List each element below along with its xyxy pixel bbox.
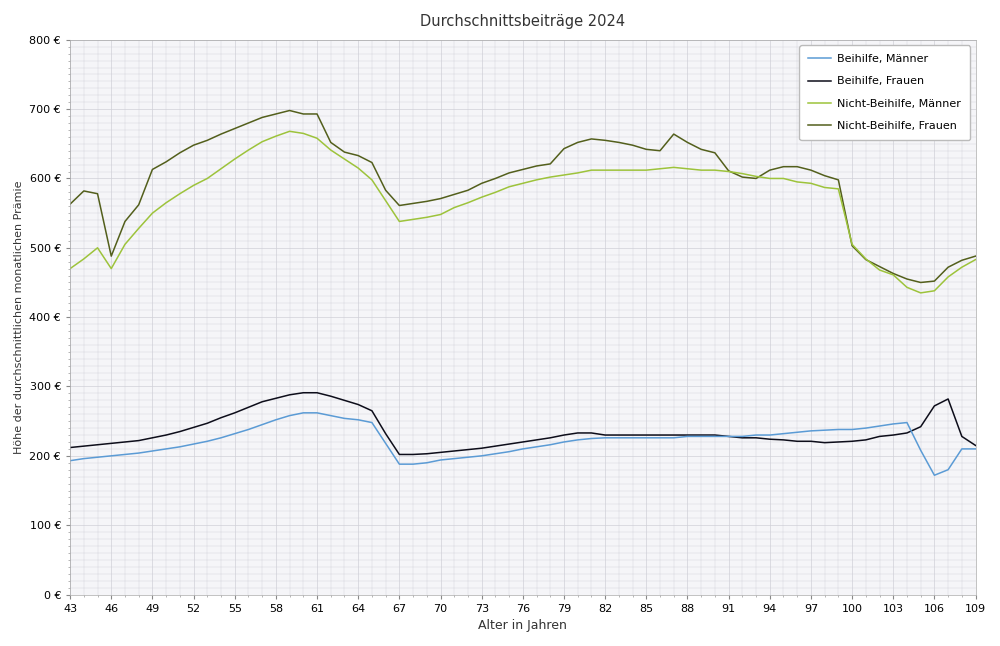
X-axis label: Alter in Jahren: Alter in Jahren (478, 619, 567, 632)
Beihilfe, Frauen (970, 442, 982, 450)
Beihilfe, Frauen (777, 436, 789, 444)
Beihilfe, Frauen (503, 440, 515, 448)
Beihilfe, Männer (928, 472, 940, 479)
Beihilfe, Männer (970, 445, 982, 453)
Nicht-Beihilfe, Frauen (133, 201, 145, 209)
Nicht-Beihilfe, Männer (174, 190, 186, 198)
Nicht-Beihilfe, Männer (901, 284, 913, 291)
Beihilfe, Frauen (133, 437, 145, 444)
Nicht-Beihilfe, Männer (915, 289, 927, 297)
Nicht-Beihilfe, Männer (284, 127, 296, 135)
Nicht-Beihilfe, Männer (64, 265, 76, 273)
Line: Nicht-Beihilfe, Frauen: Nicht-Beihilfe, Frauen (70, 110, 976, 282)
Beihilfe, Frauen (462, 446, 474, 453)
Nicht-Beihilfe, Frauen (901, 275, 913, 283)
Nicht-Beihilfe, Frauen (489, 174, 501, 182)
Beihilfe, Männer (901, 419, 913, 426)
Nicht-Beihilfe, Frauen (284, 107, 296, 114)
Beihilfe, Frauen (64, 444, 76, 452)
Nicht-Beihilfe, Männer (764, 174, 776, 182)
Beihilfe, Frauen (297, 389, 309, 397)
Beihilfe, Frauen (915, 423, 927, 431)
Title: Durchschnittsbeiträge 2024: Durchschnittsbeiträge 2024 (420, 14, 625, 29)
Nicht-Beihilfe, Frauen (764, 166, 776, 174)
Beihilfe, Männer (448, 455, 460, 463)
Nicht-Beihilfe, Frauen (64, 200, 76, 208)
Beihilfe, Männer (297, 409, 309, 417)
Beihilfe, Männer (489, 450, 501, 457)
Beihilfe, Frauen (393, 450, 405, 458)
Beihilfe, Männer (133, 449, 145, 457)
Nicht-Beihilfe, Männer (489, 189, 501, 196)
Line: Beihilfe, Frauen: Beihilfe, Frauen (70, 393, 976, 454)
Nicht-Beihilfe, Frauen (970, 252, 982, 260)
Line: Nicht-Beihilfe, Männer: Nicht-Beihilfe, Männer (70, 131, 976, 293)
Y-axis label: Höhe der durchschnittlichen monatlichen Prämie: Höhe der durchschnittlichen monatlichen … (14, 180, 24, 454)
Legend: Beihilfe, Männer, Beihilfe, Frauen, Nicht-Beihilfe, Männer, Nicht-Beihilfe, Frau: Beihilfe, Männer, Beihilfe, Frauen, Nich… (799, 45, 970, 140)
Beihilfe, Männer (174, 443, 186, 451)
Nicht-Beihilfe, Frauen (448, 191, 460, 198)
Nicht-Beihilfe, Männer (970, 256, 982, 264)
Beihilfe, Männer (64, 457, 76, 464)
Nicht-Beihilfe, Männer (133, 225, 145, 233)
Nicht-Beihilfe, Männer (448, 203, 460, 211)
Line: Beihilfe, Männer: Beihilfe, Männer (70, 413, 976, 475)
Nicht-Beihilfe, Frauen (915, 278, 927, 286)
Nicht-Beihilfe, Frauen (174, 149, 186, 157)
Beihilfe, Männer (764, 431, 776, 439)
Beihilfe, Frauen (174, 428, 186, 435)
